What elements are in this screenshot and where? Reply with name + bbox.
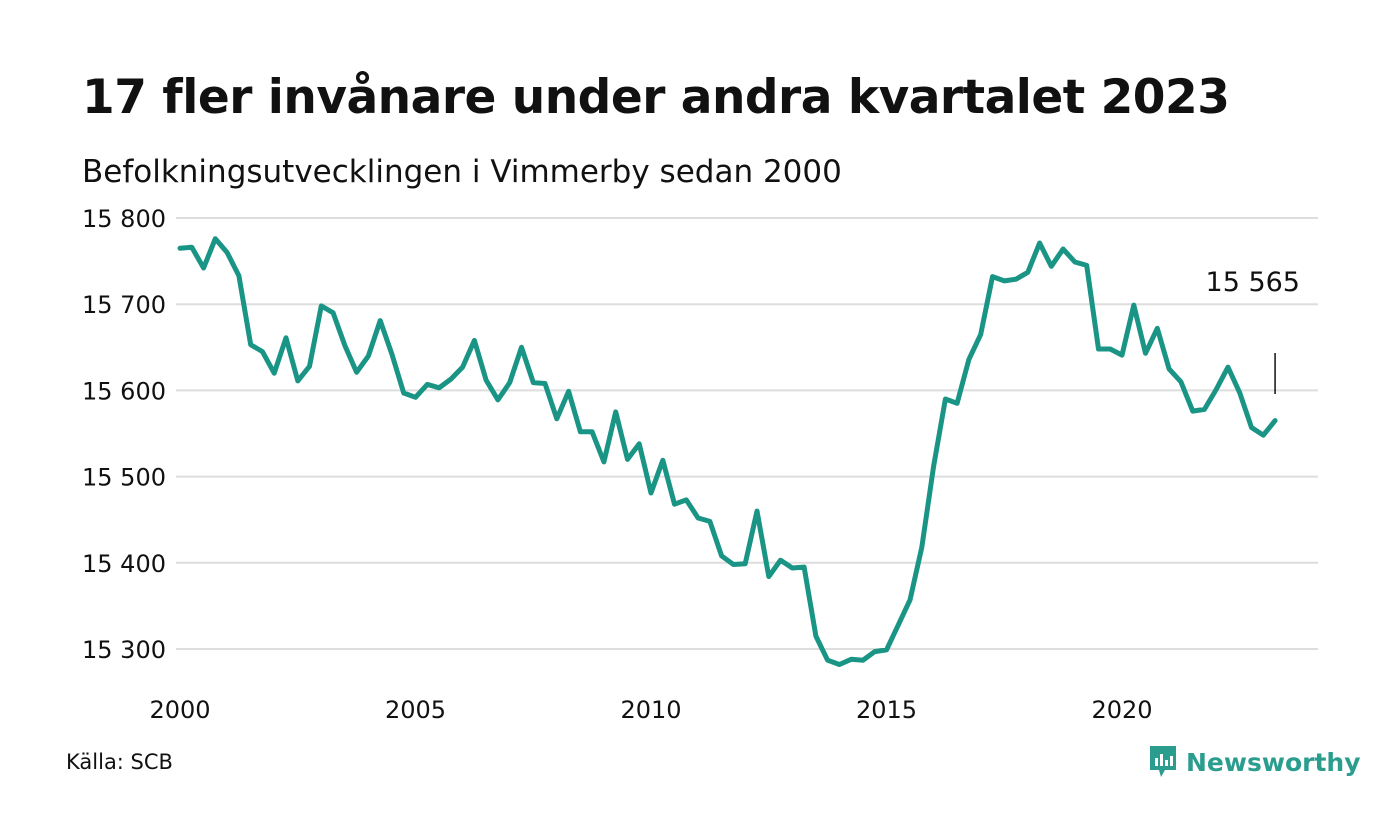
source-note: Källa: SCB: [66, 750, 173, 774]
x-axis-labels: 2000 2005 2010 2015 2020: [149, 696, 1152, 724]
chart-title: 17 fler invånare under andra kvartalet 2…: [82, 70, 1230, 125]
y-tick-label: 15 700: [82, 291, 166, 319]
x-tick-label: 2015: [856, 696, 917, 724]
x-tick-label: 2000: [149, 696, 210, 724]
annotation-label: 15 565: [1206, 267, 1300, 298]
newsworthy-logo-icon: [1150, 746, 1176, 777]
x-tick-label: 2020: [1091, 696, 1152, 724]
grid-lines: [176, 217, 1318, 650]
y-tick-label: 15 300: [82, 636, 166, 664]
series-group: [177, 236, 1278, 667]
x-tick-label: 2005: [385, 696, 446, 724]
brand-logo[interactable]: Newsworthy: [1148, 744, 1361, 780]
line-chart: 15 300 15 400 15 500 15 600 15 700 15 800 200…: [82, 205, 1318, 724]
brand-name: Newsworthy: [1186, 747, 1361, 777]
y-tick-label: 15 600: [82, 377, 166, 405]
y-tick-label: 15 400: [82, 550, 166, 578]
y-axis-labels: 15 300 15 400 15 500 15 600 15 700 15 800: [82, 205, 166, 664]
y-tick-label: 15 500: [82, 464, 166, 492]
y-tick-label: 15 800: [82, 205, 166, 233]
x-tick-label: 2010: [620, 696, 681, 724]
series-line: [177, 236, 1278, 667]
annotation-group: 15 565: [1206, 267, 1300, 394]
chart-subtitle: Befolkningsutvecklingen i Vimmerby sedan…: [82, 154, 842, 190]
